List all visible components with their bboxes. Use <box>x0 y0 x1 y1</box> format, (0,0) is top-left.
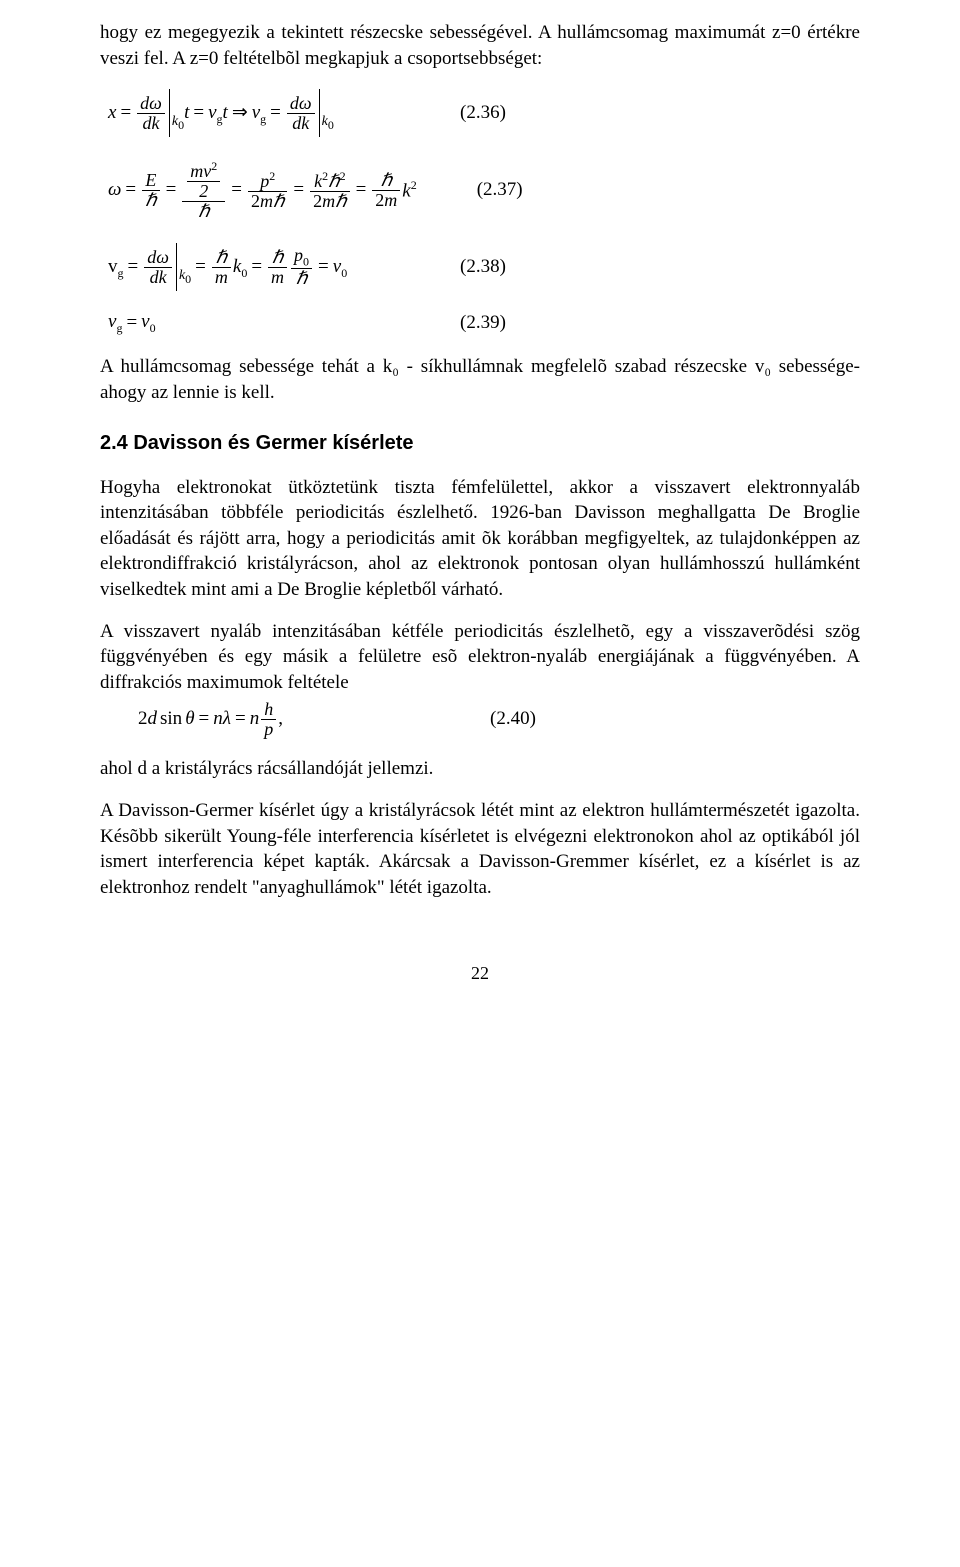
hbar: ℏ <box>195 202 212 221</box>
frac-h-p: h p <box>261 700 276 739</box>
d-omega: dω <box>140 93 162 113</box>
var-vg: vg <box>208 100 222 127</box>
vg-label: vg <box>108 254 124 281</box>
k0: k0 <box>233 254 247 281</box>
eq-number-2-38: (2.38) <box>400 254 506 280</box>
eq-sign: = <box>189 100 208 126</box>
eq-sign: = <box>227 177 246 203</box>
d-omega: dω <box>290 93 312 113</box>
eval-bar <box>169 89 170 137</box>
page-number: 22 <box>100 961 860 985</box>
comma: , <box>278 706 283 732</box>
theta: θ <box>185 706 194 732</box>
n: n <box>250 706 260 732</box>
eq-number-2-39: (2.39) <box>400 310 506 336</box>
equation-2-36: x = dω dk k0 t = vg t ⇒ vg = dω dk k0 (2… <box>100 89 860 137</box>
eval-k0: k0 <box>172 96 184 131</box>
eval-bar <box>176 243 177 291</box>
eval-bar <box>319 89 320 137</box>
para-after-239: A hullámcsomag sebessége tehát a k₀ - sí… <box>100 354 860 405</box>
equation-2-37: ω = E ℏ = mv2 2 ℏ = p2 2mℏ = <box>100 155 860 225</box>
frac-hbar-m: ℏ m <box>212 248 231 287</box>
eq-sign: = <box>121 177 140 203</box>
eq-sign: = <box>191 254 210 280</box>
eq-sign: = <box>124 254 143 280</box>
eq-sign: = <box>195 706 214 732</box>
intro-paragraph: hogy ez megegyezik a tekintett részecske… <box>100 20 860 71</box>
eq-sign: = <box>247 254 266 280</box>
hbar: ℏ <box>142 191 159 210</box>
eq-number-2-40: (2.40) <box>430 706 536 732</box>
eq-2-40-body: 2 d sin θ = n λ = n h p , <box>130 700 430 739</box>
eq-sign: = <box>162 177 181 203</box>
var-x: x <box>108 100 116 126</box>
v0: v0 <box>141 309 155 336</box>
eq-sign: = <box>289 177 308 203</box>
frac-mv2-2-hbar: mv2 2 ℏ <box>182 160 225 221</box>
eq-sign: = <box>314 254 333 280</box>
dk: dk <box>143 113 160 133</box>
eq-sign: = <box>122 310 141 336</box>
frac-p2-2mhbar: p2 2mℏ <box>248 170 287 211</box>
eval-k0: k0 <box>322 96 334 131</box>
equation-2-38: vg = dω dk k0 = ℏ m k0 = ℏ m p0 ℏ = <box>100 243 860 291</box>
heading-2-4: 2.4 Davisson és Germer kísérlete <box>100 430 860 457</box>
eq-number-2-36: (2.36) <box>400 100 506 126</box>
frac-hbar-2m: ℏ 2m <box>372 171 400 210</box>
v0: v0 <box>333 254 347 281</box>
eq-sign: = <box>231 706 250 732</box>
equation-2-39: vg = v0 (2.39) <box>100 309 860 336</box>
frac-k2hbar2-2mhbar: k2ℏ2 2mℏ <box>310 170 349 211</box>
vg: vg <box>108 309 122 336</box>
eq-sign: = <box>266 100 285 126</box>
davisson-para-2: A visszavert nyaláb intenzitásában kétfé… <box>100 619 860 696</box>
eq-2-36-body: x = dω dk k0 t = vg t ⇒ vg = dω dk k0 <box>100 89 400 137</box>
eq-2-37-body: ω = E ℏ = mv2 2 ℏ = p2 2mℏ = <box>100 155 417 225</box>
lambda: λ <box>223 706 231 732</box>
eq-2-38-body: vg = dω dk k0 = ℏ m k0 = ℏ m p0 ℏ = <box>100 243 400 291</box>
eq-number-2-37: (2.37) <box>417 177 523 203</box>
n: n <box>213 706 223 732</box>
two: 2 <box>138 706 148 732</box>
para-after-240: ahol d a kristályrács rácsállandóját jel… <box>100 756 860 782</box>
implies: ⇒ <box>228 100 252 126</box>
equation-2-40: 2 d sin θ = n λ = n h p , (2.40) <box>100 700 860 739</box>
dk: dk <box>292 113 309 133</box>
k0-sub: 0 <box>328 118 334 132</box>
davisson-para-1: Hogyha elektronokat ütköztetünk tiszta f… <box>100 475 860 603</box>
frac-domega-dk: dω dk <box>144 248 172 287</box>
frac-hbar-m-2: ℏ m <box>268 248 287 287</box>
sin: sin <box>157 706 185 732</box>
eq-sign: = <box>116 100 135 126</box>
E: E <box>142 171 159 190</box>
frac-E-hbar: E ℏ <box>142 171 159 210</box>
eq-2-39-body: vg = v0 <box>100 309 400 336</box>
d: d <box>148 706 158 732</box>
var-vg: vg <box>252 100 266 127</box>
frac-p0-hbar: p0 ℏ <box>291 246 312 288</box>
frac-domega-dk-1: dω dk <box>137 94 165 133</box>
frac-domega-dk-2: dω dk <box>287 94 315 133</box>
davisson-germer-para: A Davisson-Germer kísérlet úgy a kristál… <box>100 798 860 901</box>
eq-sign: = <box>352 177 371 203</box>
omega: ω <box>108 177 121 203</box>
eval-k0: k0 <box>179 250 191 285</box>
k2: k2 <box>402 177 416 204</box>
